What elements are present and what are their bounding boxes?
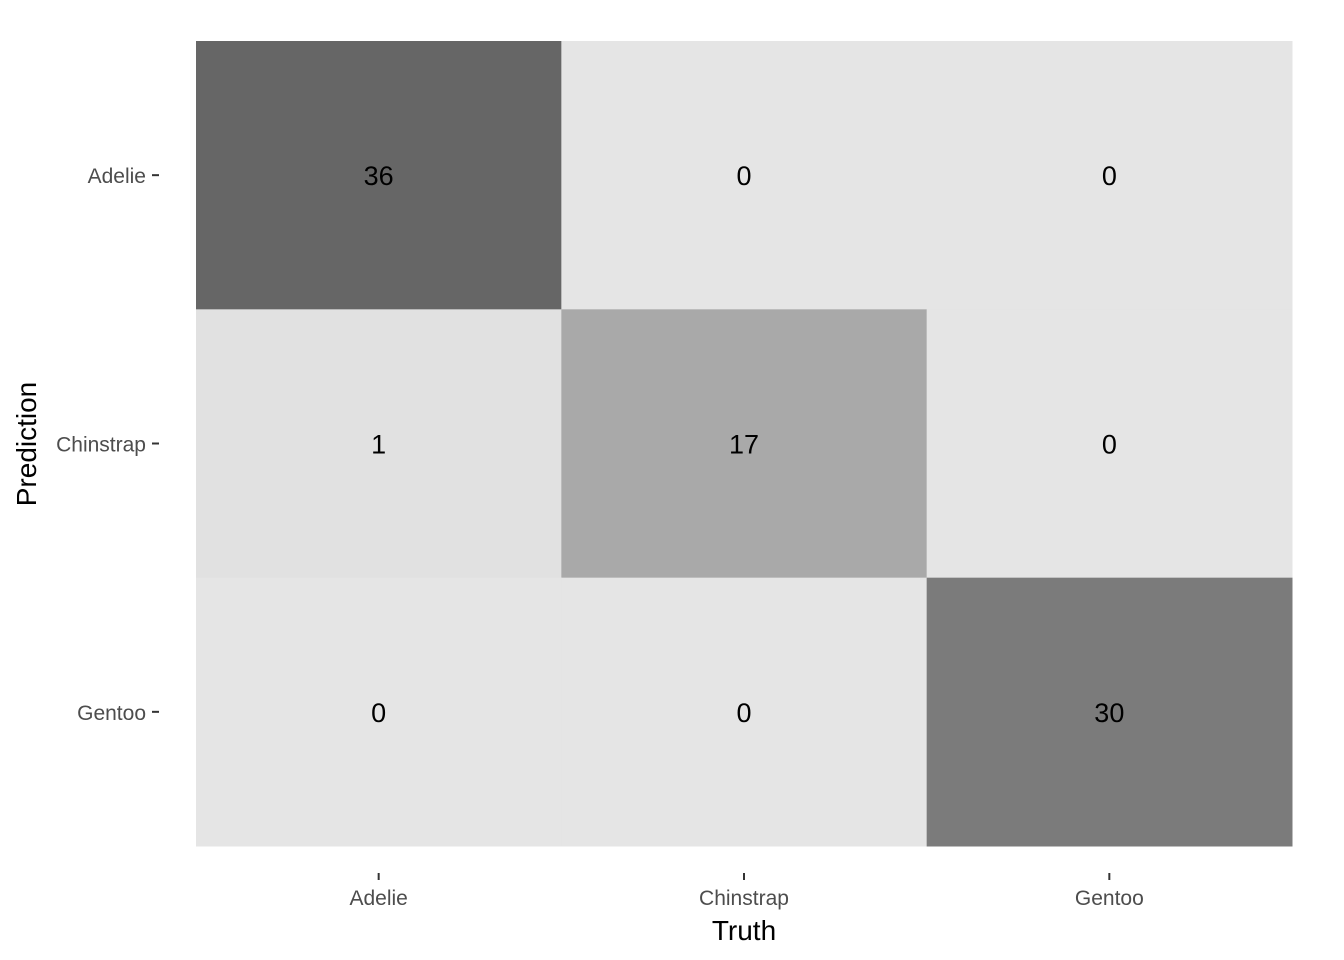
heatmap-cell-adelie-chinstrap <box>561 41 928 310</box>
x-axis-title: Truth <box>712 915 776 946</box>
heatmap-cell-chinstrap-chinstrap <box>561 309 928 579</box>
cell-value-label: 0 <box>1102 430 1117 460</box>
y-tick-label: Chinstrap <box>56 434 146 457</box>
x-tick-label: Adelie <box>349 887 407 910</box>
cell-value-label: 0 <box>371 698 386 728</box>
x-tick-label: Chinstrap <box>699 887 789 910</box>
heatmap-cell-adelie-gentoo <box>926 41 1293 310</box>
cell-value-label: 1 <box>371 430 386 460</box>
x-axis: Adelie Chinstrap Gentoo <box>349 873 1144 910</box>
heatmap-cell-gentoo-adelie <box>196 577 562 847</box>
heatmap-cell-gentoo-chinstrap <box>561 577 928 847</box>
heatmap-cell-chinstrap-adelie <box>196 309 562 579</box>
y-tick-label: Adelie <box>88 165 146 188</box>
cell-value-label: 17 <box>729 430 759 460</box>
cell-value-label: 0 <box>736 698 751 728</box>
heatmap-cell-adelie-adelie <box>196 41 562 310</box>
cell-value-label: 30 <box>1094 698 1124 728</box>
heatmap-cell-labels: 36 0 0 1 17 0 0 0 30 <box>364 161 1125 728</box>
heatmap-cell-gentoo-gentoo <box>926 577 1293 847</box>
cell-value-label: 36 <box>364 161 394 191</box>
x-tick-label: Gentoo <box>1075 887 1144 910</box>
cell-value-label: 0 <box>736 161 751 191</box>
cell-value-label: 0 <box>1102 161 1117 191</box>
y-tick-label: Gentoo <box>77 702 146 725</box>
y-axis: Adelie Chinstrap Gentoo <box>56 165 159 725</box>
y-axis-title: Prediction <box>11 382 42 507</box>
heatmap-cell-chinstrap-gentoo <box>926 309 1293 579</box>
heatmap-cells <box>196 41 1293 847</box>
